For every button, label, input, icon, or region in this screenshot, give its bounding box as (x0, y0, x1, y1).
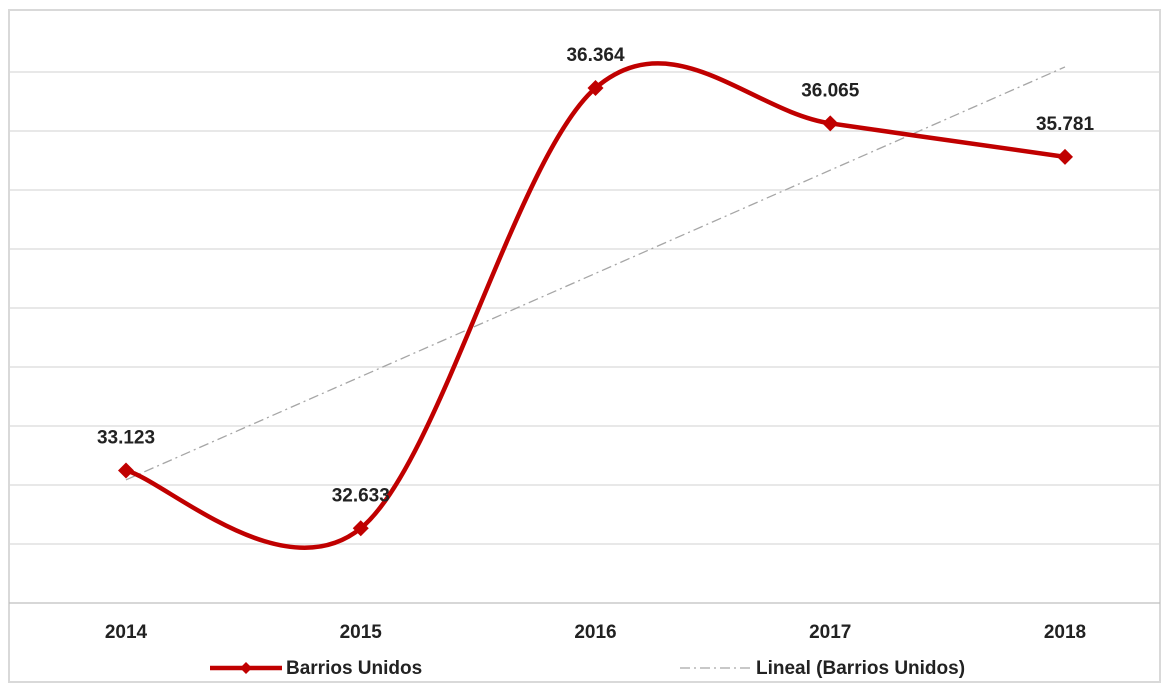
point-marker (822, 115, 839, 132)
legend-label: Barrios Unidos (286, 658, 422, 679)
data-label: 33.123 (97, 428, 155, 449)
point-marker (118, 462, 134, 479)
point-marker (352, 520, 369, 537)
x-tick-label: 2014 (105, 622, 148, 643)
series-line (125, 61, 1066, 551)
x-tick-label: 2016 (574, 622, 616, 643)
point-marker (587, 80, 604, 97)
chart-border (8, 9, 1161, 683)
x-tick-label: 2017 (809, 622, 851, 643)
x-tick-label: 2015 (340, 622, 383, 643)
data-label: 36.364 (566, 45, 625, 66)
legend-marker (240, 662, 252, 674)
data-label: 32.633 (332, 485, 390, 506)
legend-label: Lineal (Barrios Unidos) (756, 658, 965, 679)
point-marker (1057, 148, 1073, 165)
data-label: 36.065 (801, 80, 860, 101)
x-tick-label: 2018 (1044, 622, 1086, 643)
data-label: 35.781 (1036, 114, 1095, 135)
